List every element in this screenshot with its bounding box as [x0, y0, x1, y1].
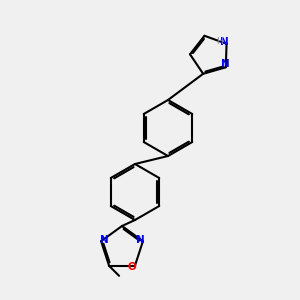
Text: N: N	[221, 59, 230, 69]
Text: N: N	[220, 37, 229, 47]
Text: N: N	[136, 235, 144, 245]
Text: N: N	[100, 235, 109, 245]
Text: O: O	[128, 262, 136, 272]
Text: H: H	[216, 37, 223, 46]
